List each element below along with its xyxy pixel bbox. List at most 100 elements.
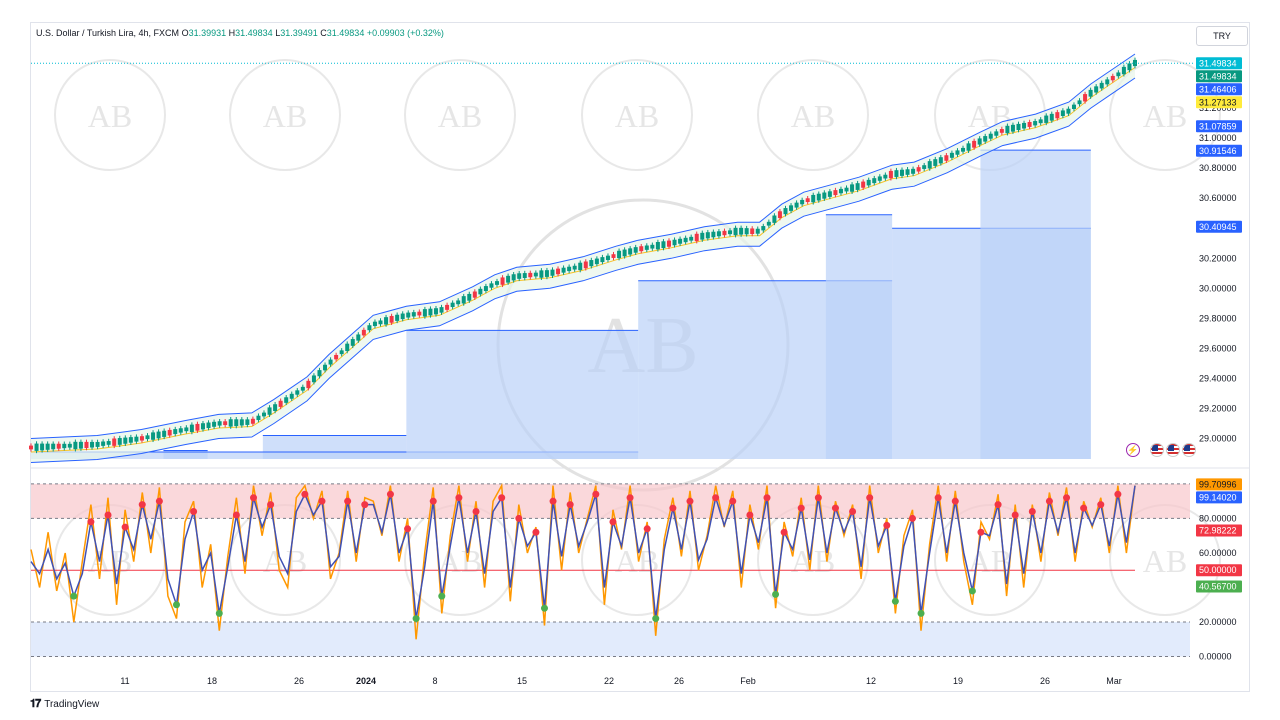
watermark-circle	[229, 59, 341, 171]
candle-body	[944, 155, 949, 161]
candle-body	[134, 436, 139, 442]
candle-body	[850, 184, 855, 192]
support-zone	[980, 150, 1091, 459]
candle-body	[356, 334, 361, 341]
time-axis-label: 26	[1040, 676, 1050, 686]
time-axis-label: 15	[517, 676, 527, 686]
time-axis-label: 2024	[356, 676, 376, 686]
candle-body	[772, 215, 777, 223]
price-tag	[1196, 220, 1242, 233]
candle-body	[883, 174, 888, 179]
candle-body	[888, 170, 893, 179]
candle-body	[34, 443, 39, 451]
lightning-icon[interactable]: ⚡	[1126, 443, 1140, 457]
low-value: 31.39491	[280, 28, 318, 38]
close-label: C	[320, 28, 327, 38]
stoch-peak-dot	[994, 501, 1002, 509]
stoch-value-tag	[1196, 478, 1242, 491]
candle-body	[650, 244, 655, 249]
stoch-peak-dot	[267, 501, 275, 509]
candle-body	[1027, 121, 1032, 127]
stoch-peak-dot	[344, 497, 352, 505]
candle-body	[128, 437, 133, 443]
candle-body	[123, 437, 128, 444]
candle-body	[1005, 125, 1010, 134]
candle-body	[672, 239, 677, 246]
candle-body	[506, 275, 511, 283]
price-tag	[1196, 120, 1242, 133]
candle-body	[805, 198, 810, 203]
candle-body	[95, 441, 100, 447]
candle-body	[439, 307, 444, 313]
stoch-peak-dot	[301, 490, 309, 498]
candle-body	[628, 248, 633, 255]
candle-body	[744, 228, 749, 235]
candle-body	[395, 314, 400, 321]
candle-body	[1105, 79, 1110, 85]
candle-body	[384, 317, 389, 325]
time-axis-label: 19	[953, 676, 963, 686]
watermark-text: AB	[263, 98, 307, 134]
low-label: L	[275, 28, 281, 38]
candle-body	[372, 321, 377, 327]
candle-body	[117, 438, 122, 445]
candle-body	[1077, 100, 1082, 105]
candle-body	[966, 143, 971, 151]
candle-body	[689, 236, 694, 241]
watermark-text: AB	[615, 98, 659, 134]
tradingview-logo[interactable]: 𝟏𝟕 TradingView	[30, 698, 99, 711]
watermark-text: AB	[263, 543, 307, 579]
candle-body	[544, 270, 549, 277]
price-axis-label: 29.00000	[1199, 433, 1237, 443]
price-tag-label: 30.91546	[1199, 146, 1237, 156]
candle-body	[827, 191, 832, 197]
candle-body	[550, 269, 555, 276]
candle-body	[844, 187, 849, 192]
stoch-value-tag	[1196, 491, 1242, 504]
us-flag-icon[interactable]	[1182, 443, 1196, 457]
bollinger-lower-band	[30, 77, 1136, 463]
stoch-peak-dot	[1080, 504, 1088, 512]
candle-body	[106, 441, 111, 445]
stoch-axis-label: 60.00000	[1199, 548, 1237, 558]
stoch-peak-dot	[1011, 511, 1019, 519]
candle-body	[256, 415, 261, 421]
stoch-value-tag-label: 99.70996	[1199, 479, 1237, 489]
price-tag-label: 31.49834	[1199, 71, 1237, 81]
candle-body	[866, 179, 871, 186]
candle-body	[872, 178, 877, 184]
candle-body	[777, 211, 782, 219]
price-tag-label: 31.49834	[1199, 58, 1237, 68]
candle-body	[489, 283, 494, 288]
candle-body	[655, 241, 660, 250]
stoch-axis-label: 0.00000	[1199, 652, 1232, 662]
candle-body	[905, 169, 910, 175]
stoch-value-tag	[1196, 564, 1242, 577]
candle-body	[311, 375, 316, 383]
candle-body	[838, 188, 843, 194]
candle-body	[528, 272, 533, 278]
time-axis-label: 18	[207, 676, 217, 686]
candle-body	[949, 152, 954, 158]
candle-body	[278, 400, 283, 407]
candle-body	[894, 170, 899, 177]
candle-body	[683, 237, 688, 243]
stoch-peak-dot	[472, 508, 480, 516]
candle-body	[234, 419, 239, 427]
us-flag-icon[interactable]	[1166, 443, 1180, 457]
stoch-peak-dot	[908, 514, 916, 522]
candle-body	[78, 441, 83, 449]
open-label: O	[181, 28, 189, 38]
candle-body	[833, 190, 838, 196]
candle-body	[678, 238, 683, 244]
currency-button[interactable]: TRY	[1196, 26, 1248, 46]
stoch-peak-dot	[780, 528, 788, 536]
watermark-text: AB	[88, 98, 132, 134]
candle-body	[495, 281, 500, 285]
candle-body	[84, 441, 89, 449]
candle-body	[1055, 112, 1060, 119]
us-flag-icon[interactable]	[1150, 443, 1164, 457]
price-tag	[1196, 144, 1242, 157]
stoch-peak-dot	[566, 501, 574, 509]
